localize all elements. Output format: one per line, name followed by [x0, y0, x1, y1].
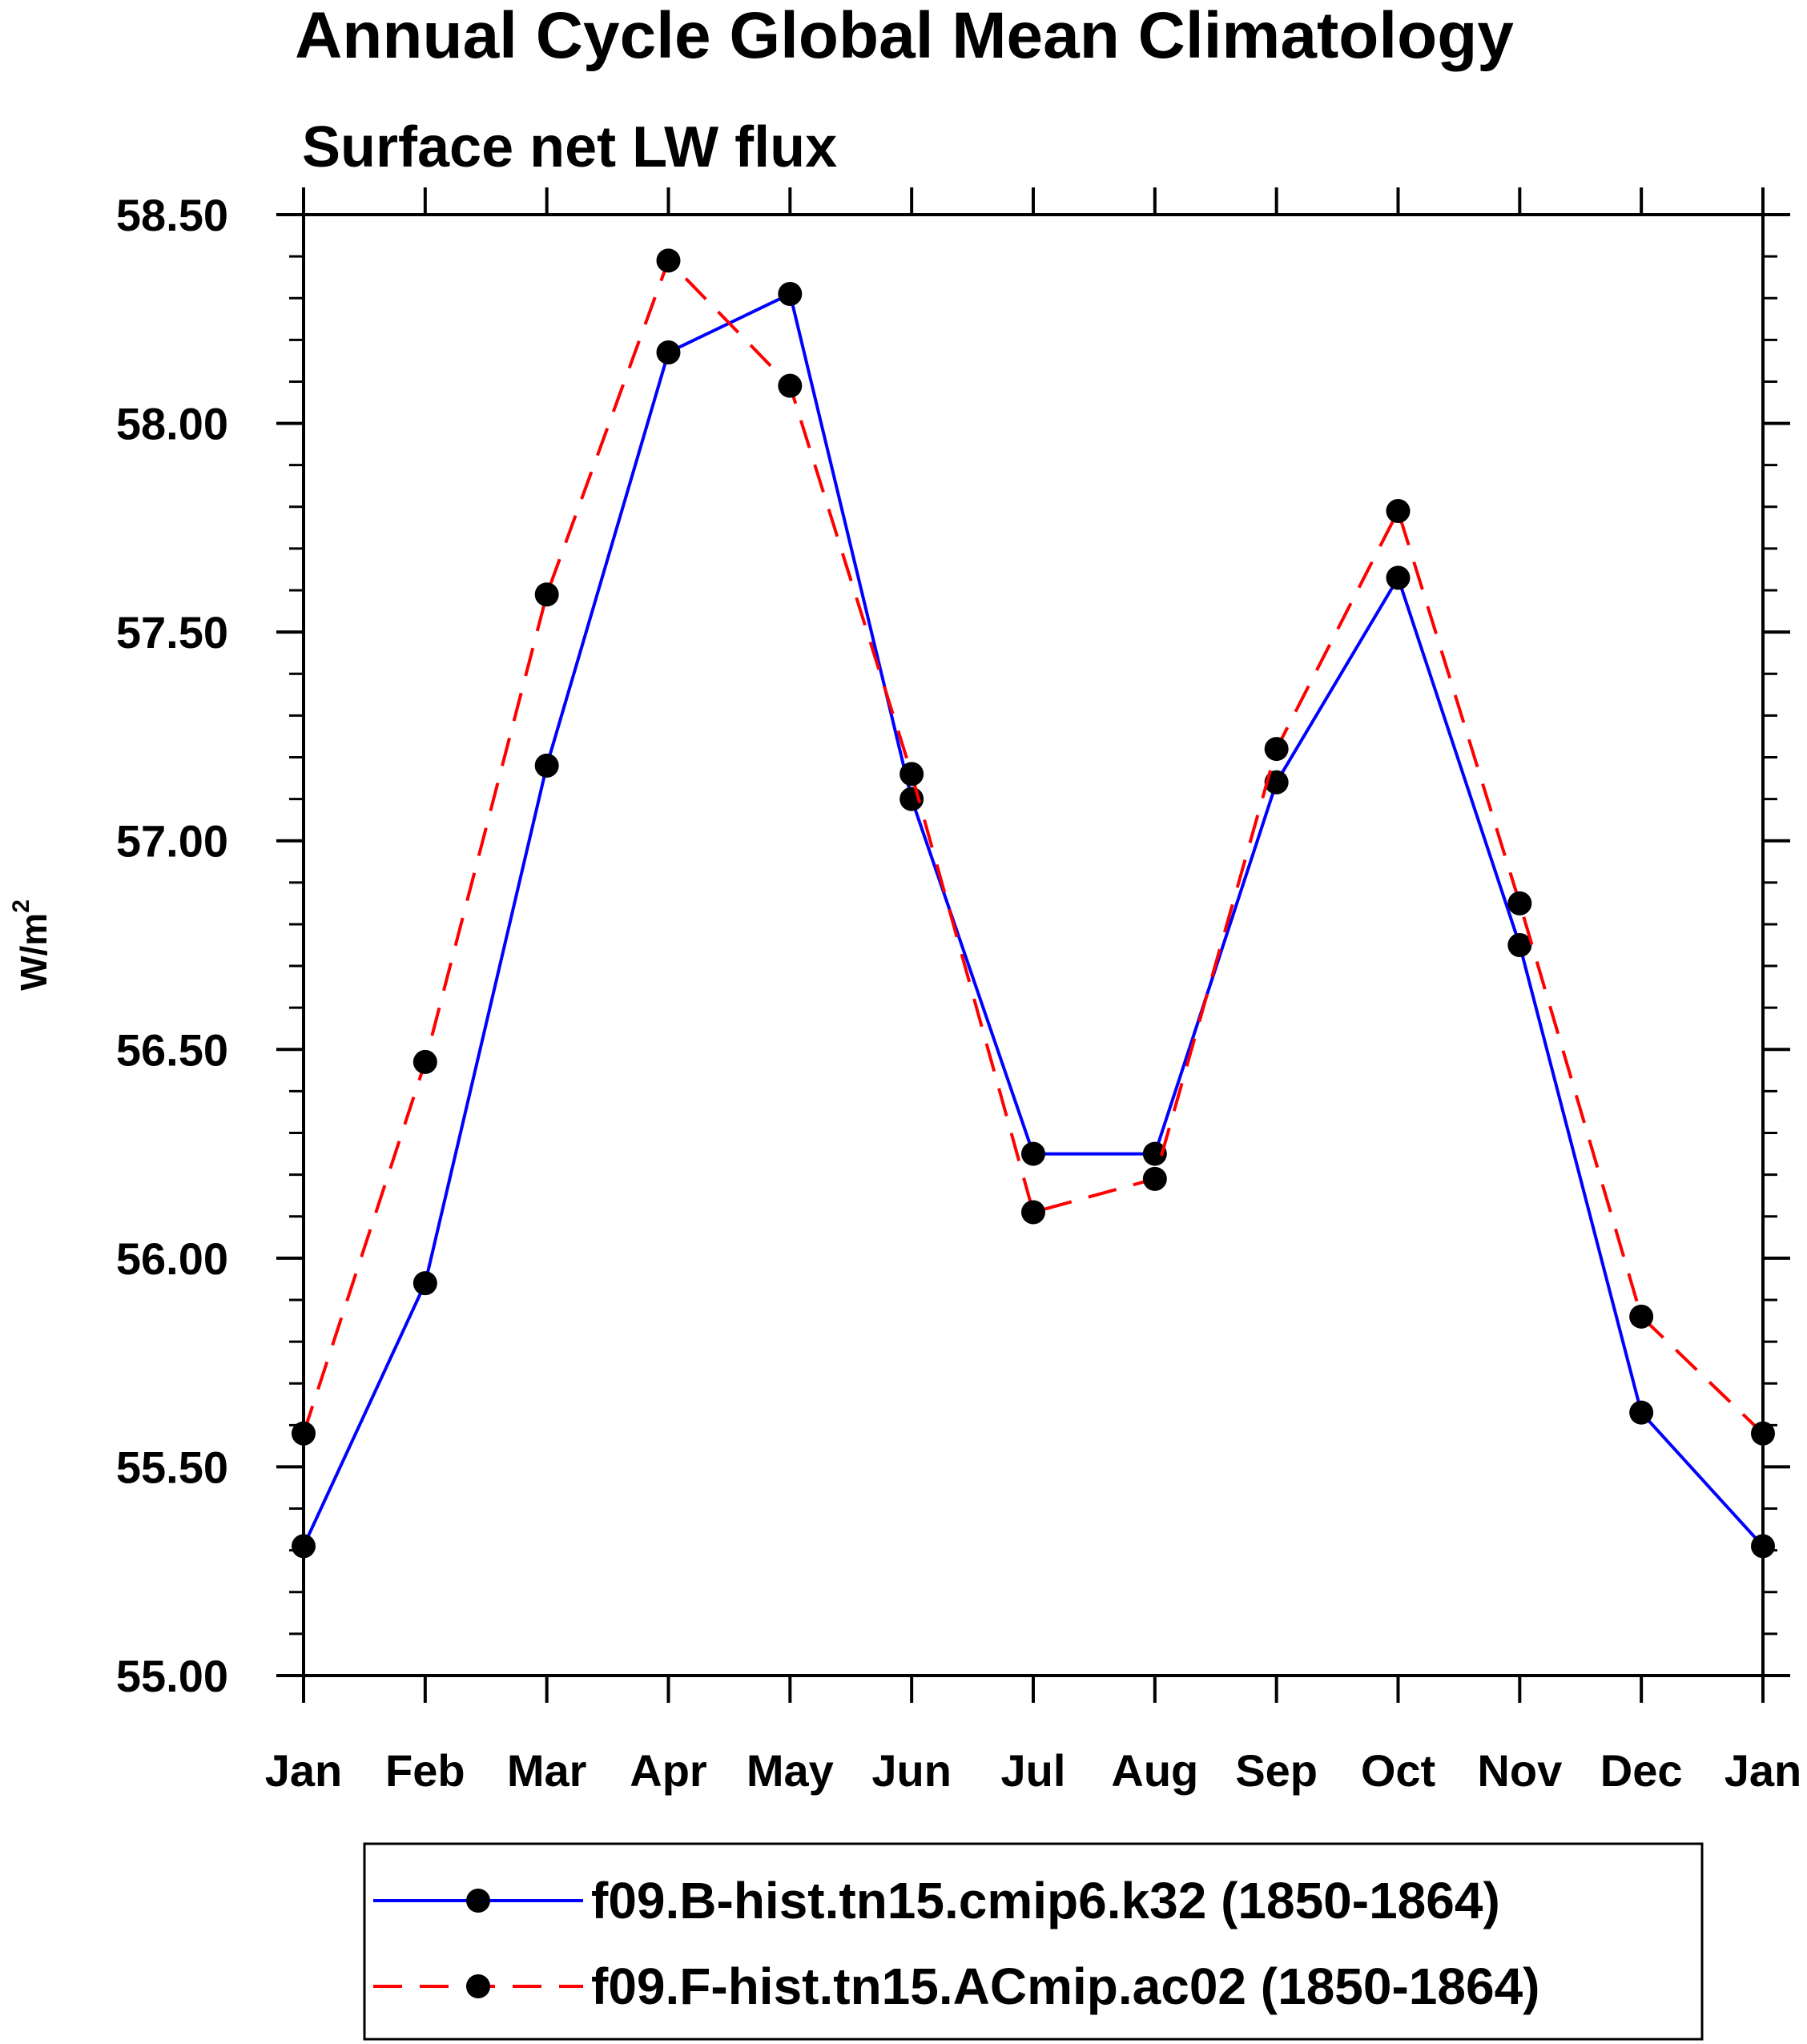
series-2-point-jul — [1021, 1200, 1045, 1225]
x-tick-label-may: May — [747, 1745, 834, 1796]
x-tick-label-dec: Dec — [1600, 1745, 1683, 1796]
series-2-point-mar — [534, 582, 559, 607]
series-1-point-nov — [1507, 933, 1532, 957]
x-tick-label-aug: Aug — [1111, 1745, 1198, 1796]
legend-label-series-1: f09.B-hist.tn15.cmip6.k32 (1850-1864) — [591, 1872, 1500, 1929]
series-1-point-jul — [1021, 1141, 1045, 1166]
y-axis-label-superscript: 2 — [8, 899, 34, 913]
legend-entry-2: f09.F-hist.tn15.ACmip.ac02 (1850-1864) — [373, 1957, 1539, 2015]
y-tick-label: 56.00 — [116, 1233, 228, 1284]
x-tick-label-jul: Jul — [1001, 1745, 1066, 1796]
series-2 — [292, 248, 1775, 1446]
x-tick-label-nov: Nov — [1477, 1745, 1562, 1796]
legend-marker-series-2 — [466, 1974, 490, 1998]
axis-ticks — [276, 187, 1790, 1703]
legend-entry-1: f09.B-hist.tn15.cmip6.k32 (1850-1864) — [373, 1872, 1500, 1929]
y-tick-label: 58.00 — [116, 399, 228, 449]
x-tick-label-feb: Feb — [385, 1745, 465, 1796]
series-2-point-jan — [292, 1421, 316, 1446]
x-tick-label-mar: Mar — [507, 1745, 587, 1796]
series-2-point-oct — [1386, 499, 1411, 524]
series-2-point-jan — [1751, 1421, 1775, 1446]
series-1-point-sep — [1264, 770, 1289, 795]
x-tick-label-apr: Apr — [630, 1745, 706, 1796]
y-tick-label: 57.50 — [116, 607, 228, 658]
series-2-point-dec — [1629, 1304, 1654, 1329]
series-line-1 — [302, 292, 1765, 1547]
series-line-2 — [302, 257, 1765, 1435]
series-1-point-feb — [413, 1271, 437, 1296]
series-1-point-oct — [1386, 565, 1411, 590]
legend-label-series-2: f09.F-hist.tn15.ACmip.ac02 (1850-1864) — [591, 1957, 1539, 2015]
legend-box — [363, 1842, 1704, 2041]
y-tick-label: 55.50 — [116, 1442, 228, 1492]
y-axis-tick-labels: 55.00 55.50 56.00 56.50 57.00 57.50 58.00 58.50 — [116, 190, 228, 1701]
legend-marker-series-1 — [466, 1889, 490, 1913]
y-tick-label: 56.50 — [116, 1024, 228, 1075]
chart-subtitle: Surface net LW flux — [302, 115, 837, 179]
series-1-point-aug — [1142, 1141, 1167, 1166]
x-tick-label-jan: Jan — [1724, 1745, 1802, 1796]
series-2-point-jun — [899, 762, 924, 787]
series-1-point-jan — [292, 1534, 316, 1559]
x-tick-label-jan: Jan — [265, 1745, 343, 1796]
x-tick-label-sep: Sep — [1235, 1745, 1318, 1796]
series-1 — [292, 282, 1775, 1559]
y-tick-label: 55.00 — [116, 1651, 228, 1701]
series-1-point-apr — [656, 340, 681, 364]
x-axis-tick-labels: Jan Feb Mar Apr May Jun Jul Aug Sep Oct Nov Dec Jan — [265, 1745, 1802, 1796]
series-1-point-dec — [1629, 1400, 1654, 1425]
series-1-point-jan — [1751, 1534, 1775, 1559]
series-1-point-mar — [534, 753, 559, 778]
series-2-point-feb — [413, 1049, 437, 1074]
series-2-point-aug — [1142, 1166, 1167, 1191]
y-tick-label: 57.00 — [116, 816, 228, 867]
series-2-point-may — [778, 373, 803, 398]
series-2-point-nov — [1507, 891, 1532, 915]
series-2-point-sep — [1264, 737, 1289, 762]
x-tick-label-jun: Jun — [871, 1745, 952, 1796]
chart-title: Annual Cycle Global Mean Climatology — [295, 0, 1514, 72]
series-1-point-may — [778, 282, 803, 307]
y-axis-label: W/m2 — [8, 899, 54, 991]
y-tick-label: 58.50 — [116, 190, 228, 240]
series-layer — [292, 248, 1775, 1559]
series-2-point-apr — [656, 248, 681, 273]
x-tick-label-oct: Oct — [1361, 1745, 1435, 1796]
plot-frame — [302, 213, 1765, 1677]
